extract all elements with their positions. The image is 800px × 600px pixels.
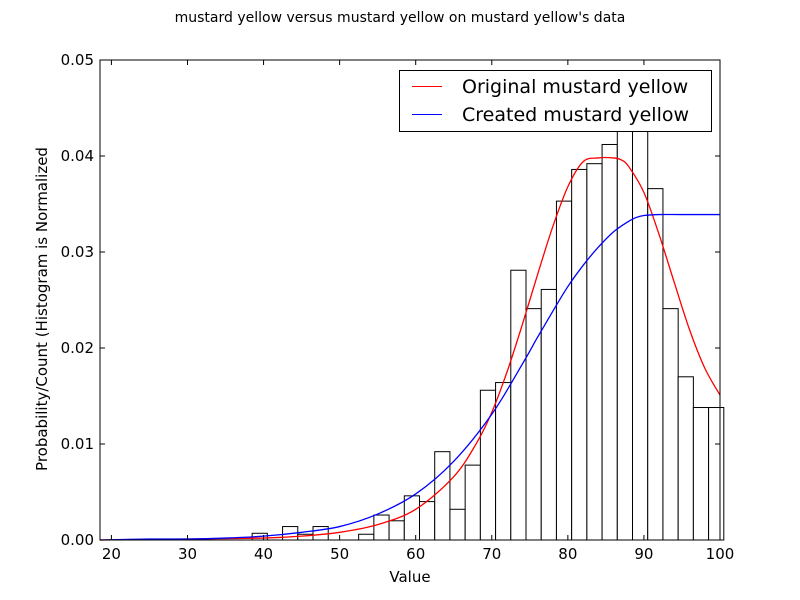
histogram-bar <box>616 124 634 541</box>
x-tick-label: 80 <box>558 545 577 563</box>
x-tick-label: 60 <box>406 545 425 563</box>
histogram-bar <box>434 451 451 541</box>
x-tick-label: 50 <box>330 545 349 563</box>
y-tick-label: 0.02 <box>61 339 94 357</box>
series-lines <box>99 156 721 541</box>
x-tick-label: 100 <box>706 545 735 563</box>
histogram-bar <box>449 508 466 541</box>
legend: Original mustard yellow Created mustard … <box>399 70 712 132</box>
chart-title: mustard yellow versus mustard yellow on … <box>174 10 626 26</box>
plot-frame <box>99 59 721 541</box>
histogram-bar <box>555 200 573 541</box>
x-axis-ticks: 20 30 40 50 60 70 80 90 100 <box>102 60 734 563</box>
histogram-bar <box>677 376 694 541</box>
histogram-bar <box>692 407 710 541</box>
legend-swatch-original <box>412 86 442 87</box>
legend-label-original: Original mustard yellow <box>462 76 689 98</box>
y-tick-label: 0.04 <box>61 147 94 165</box>
histogram-bar <box>708 407 725 541</box>
histogram-bar <box>403 495 421 541</box>
histogram-bar <box>632 124 649 541</box>
series-line-created <box>99 213 720 541</box>
x-tick-label: 40 <box>254 545 273 563</box>
y-tick-label: 0.05 <box>61 51 94 69</box>
x-tick-label: 20 <box>102 545 121 563</box>
x-axis-label: Value <box>389 568 431 586</box>
histogram-bar <box>510 269 527 541</box>
y-tick-label: 0.03 <box>61 243 94 261</box>
legend-item-created: Created mustard yellow <box>400 103 711 127</box>
histogram-bar <box>571 168 588 541</box>
legend-label-created: Created mustard yellow <box>462 104 690 126</box>
histogram-bars <box>251 124 725 541</box>
histogram-bar <box>662 308 679 541</box>
y-tick-label: 0.01 <box>61 435 94 453</box>
histogram-bar <box>601 143 618 541</box>
histogram-bar <box>419 501 436 541</box>
y-axis-label: Probability/Count (Histogram is Normaliz… <box>33 147 51 471</box>
x-tick-label: 30 <box>178 545 197 563</box>
histogram-bar <box>388 520 405 541</box>
series-line-original <box>99 156 721 541</box>
legend-item-original: Original mustard yellow <box>400 75 711 99</box>
x-tick-label: 70 <box>482 545 501 563</box>
y-tick-label: 0.00 <box>61 531 94 549</box>
legend-swatch-created <box>412 114 442 115</box>
histogram-bar <box>373 514 390 541</box>
histogram-bar <box>358 533 375 541</box>
histogram-bar <box>586 163 603 541</box>
x-tick-label: 90 <box>634 545 653 563</box>
histogram-bar <box>464 464 481 541</box>
y-axis-ticks: 0.00 0.01 0.02 0.03 0.04 0.05 <box>61 51 720 549</box>
